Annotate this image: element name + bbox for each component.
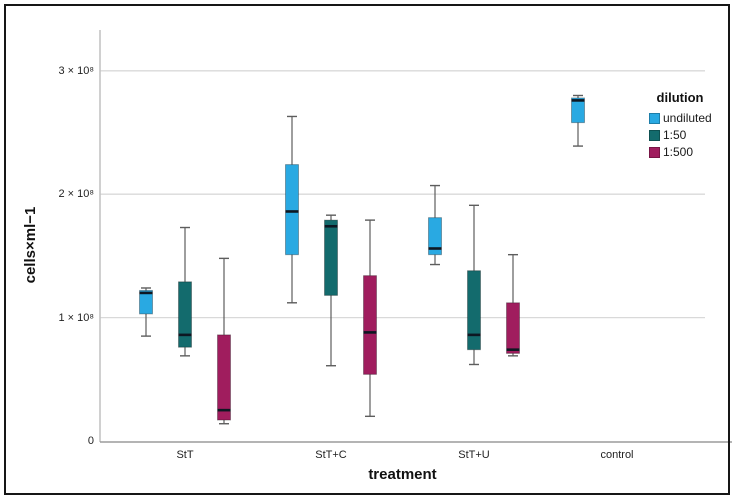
legend-swatch-1-500 (649, 147, 660, 158)
legend-label-1-500: 1:500 (663, 145, 694, 159)
box-StT+U-undiluted (428, 217, 442, 256)
y-tick-label-2e8: 2 × 10⁸ (58, 188, 94, 201)
box-StT-1:50 (178, 281, 192, 348)
x-tick-label-stt-c: StT+C (315, 449, 347, 461)
legend-label-undiluted: undiluted (663, 111, 712, 125)
x-tick-label-stt: StT (176, 449, 194, 461)
x-tick-label-control: control (600, 449, 634, 461)
x-tick-label-stt-u: StT+U (458, 449, 490, 461)
legend-item-1-50: 1:50 (649, 129, 735, 142)
y-tick-label-3e8: 3 × 10⁸ (58, 64, 94, 77)
box-control-undiluted (571, 97, 585, 124)
box-StT+C-1:50 (324, 219, 338, 296)
y-axis-title: cells×ml−1 (22, 206, 39, 284)
box-StT-undiluted (139, 289, 153, 315)
y-tick-label-0: 0 (87, 435, 94, 447)
box-StT+C-1:500 (363, 275, 377, 375)
box-StT+C-undiluted (285, 164, 299, 256)
x-axis-title: treatment (368, 466, 437, 483)
legend-swatch-1-50 (649, 130, 660, 141)
legend-swatch-undiluted (649, 113, 660, 124)
box-StT-1:500 (217, 334, 231, 421)
legend-item-undiluted: undiluted (649, 112, 735, 125)
legend: dilution undiluted 1:50 1:500 (649, 90, 735, 163)
box-StT+U-1:50 (467, 270, 481, 351)
box-StT+U-1:500 (506, 302, 520, 354)
y-tick-label-1e8: 1 × 10⁸ (58, 311, 94, 324)
legend-item-1-500: 1:500 (649, 146, 735, 159)
legend-title: dilution (656, 90, 704, 105)
legend-label-1-50: 1:50 (663, 128, 687, 142)
